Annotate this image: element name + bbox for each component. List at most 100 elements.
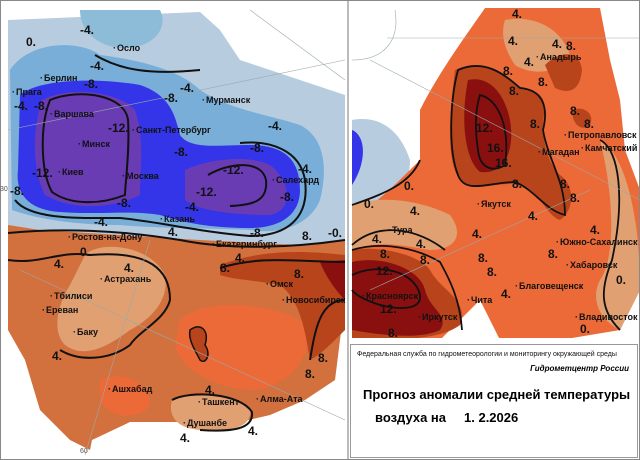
contour-label: -4.	[298, 162, 313, 176]
city-label: Ташкент	[198, 398, 239, 407]
city-label: Красноярск	[362, 292, 418, 301]
contour-label: 4.	[501, 287, 512, 301]
contour-label: -8.	[10, 184, 25, 198]
contour-label: 4.	[552, 37, 563, 51]
contour-label: 16.	[487, 141, 504, 155]
small-warm-blob	[188, 326, 209, 362]
contour-label: -12.	[223, 163, 244, 177]
contour-label: 4.	[372, 232, 383, 246]
city-label: Хабаровск	[566, 261, 617, 270]
oslo-cold-patch	[80, 10, 163, 49]
cold-core-edge	[352, 130, 363, 185]
mild-region	[57, 246, 166, 352]
contour-label: 12.	[376, 264, 393, 278]
city-label: Чита	[467, 296, 492, 305]
contour-label: 8.	[538, 75, 549, 89]
contour-label: -12.	[32, 166, 53, 180]
contour-label: -8.	[117, 196, 132, 210]
very-warm-core	[320, 260, 345, 300]
city-label: Иркутск	[418, 313, 457, 322]
city-label: Варшава	[50, 110, 94, 119]
contour-label: -8.	[84, 77, 99, 91]
contour-label: 0.	[364, 197, 375, 211]
contour-label: 16.	[495, 156, 512, 170]
contour-label: 4.	[410, 204, 421, 218]
city-label: Баку	[73, 328, 98, 337]
contour-label: 4.	[124, 261, 135, 275]
city-label: Минск	[78, 140, 110, 149]
city-label: Прага	[12, 88, 42, 97]
contour-label: 12.	[380, 302, 397, 316]
contour-label: 8.	[560, 177, 571, 191]
city-label: Санкт-Петербург	[132, 126, 211, 135]
city-label: Петропавловск	[564, 131, 637, 140]
contour-label: -8.	[34, 99, 49, 113]
contour-label: -12.	[108, 121, 129, 135]
city-label: Берлин	[40, 74, 77, 83]
grid-label: 60	[80, 448, 88, 455]
title-prefix: воздуха на	[375, 410, 447, 425]
city-label: Ереван	[42, 306, 78, 315]
contour-label: -4.	[90, 59, 105, 73]
contour-label: 0.	[616, 273, 627, 287]
contour-label: -8.	[174, 145, 189, 159]
contour-label: 4.	[524, 55, 535, 69]
contour-label: -4.	[180, 81, 195, 95]
hot-core	[464, 79, 512, 173]
contour-label: 8.	[220, 261, 231, 275]
grid-label: 30	[0, 186, 8, 193]
left-map-panel	[7, 8, 346, 456]
contour-label: 4.	[180, 431, 191, 445]
contour-label: 8.	[318, 351, 329, 365]
contour-label: 4.	[54, 257, 65, 271]
contour-label: 8.	[294, 267, 305, 281]
contour-label: 4.	[416, 237, 427, 251]
contour-label: -8.	[250, 141, 265, 155]
contour-label: 4.	[528, 209, 539, 223]
contour-label: 8.	[420, 253, 431, 267]
contour-label: 8.	[302, 229, 313, 243]
contour-label: -4.	[268, 119, 283, 133]
contour-label: 0.	[26, 35, 37, 49]
city-label: Омск	[266, 280, 293, 289]
city-label: Анадырь	[536, 53, 581, 62]
city-label: Южно-Сахалинск	[556, 238, 638, 247]
contour-label: 8.	[478, 251, 489, 265]
city-label: Салехард	[272, 176, 319, 185]
dark-warm-region	[220, 252, 345, 360]
contour-label: -4.	[80, 23, 95, 37]
city-label: Екатеринбург	[212, 240, 277, 249]
warm-orange-patch	[175, 305, 308, 391]
city-label: Алма-Ата	[256, 395, 303, 404]
contour-label: -8.	[164, 91, 179, 105]
contour-label: 4.	[205, 383, 216, 397]
contour-label: 4.	[590, 223, 601, 237]
contour-label: 8.	[380, 247, 391, 261]
city-label: Ростов-на-Дону	[68, 233, 142, 242]
contour-label: 8.	[570, 191, 581, 205]
city-label: Новосибирск	[282, 296, 345, 305]
city-label: Астрахань	[100, 275, 151, 284]
contour-label: 8.	[566, 39, 577, 53]
mild-region	[596, 140, 640, 330]
contour-label: -0.	[328, 226, 343, 240]
contour-label: -4.	[185, 200, 200, 214]
city-label: Ашхабад	[108, 385, 152, 394]
agency-name: Федеральная служба по гидрометеорологии …	[357, 351, 617, 358]
city-label: Душанбе	[183, 419, 227, 428]
contour-label: 0.	[404, 179, 415, 193]
city-label: Киев	[58, 168, 84, 177]
map-title-line2: воздуха на 1. 2.2026	[375, 410, 518, 425]
contour-label: 8.	[388, 326, 399, 340]
city-label: Мурманск	[202, 96, 250, 105]
city-label: Благовещенск	[515, 282, 583, 291]
contour-label: -4.	[94, 215, 109, 229]
contour-label: -4.	[14, 99, 29, 113]
city-label: Якутск	[477, 200, 511, 209]
contour-label: 8.	[570, 104, 581, 118]
map-title: Прогноз аномалии средней температуры	[363, 387, 631, 402]
contour-label: 4.	[235, 251, 246, 265]
contour-label: 4.	[52, 349, 63, 363]
